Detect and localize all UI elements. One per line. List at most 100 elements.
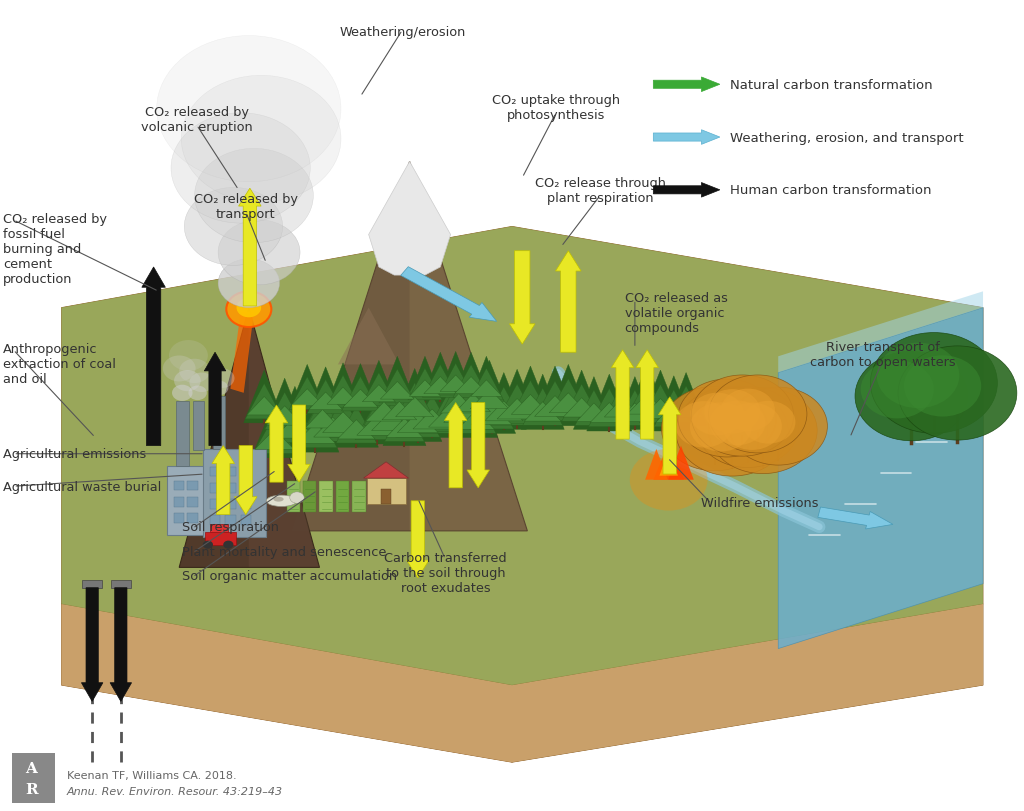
Polygon shape [61, 227, 983, 685]
Bar [241, 500, 251, 509]
FancyArrow shape [444, 403, 467, 488]
Polygon shape [392, 369, 437, 426]
FancyArrow shape [111, 588, 131, 702]
Polygon shape [327, 388, 359, 405]
Circle shape [226, 292, 271, 328]
Circle shape [172, 385, 193, 401]
Text: Annu. Rev. Environ. Resour. 43:219–43: Annu. Rev. Environ. Resour. 43:219–43 [67, 787, 283, 796]
Bar [225, 500, 236, 509]
Circle shape [662, 387, 768, 471]
Polygon shape [334, 393, 379, 448]
Polygon shape [439, 380, 478, 418]
Polygon shape [659, 450, 678, 476]
Polygon shape [370, 397, 413, 436]
Polygon shape [508, 367, 553, 423]
Polygon shape [383, 391, 426, 446]
Polygon shape [61, 227, 983, 685]
Polygon shape [421, 353, 460, 401]
Polygon shape [369, 383, 414, 440]
Circle shape [676, 387, 788, 477]
Polygon shape [274, 417, 315, 439]
Bar [241, 483, 251, 493]
Bar [336, 482, 349, 513]
Text: CO₂ uptake through
photosynthesis: CO₂ uptake through photosynthesis [492, 94, 621, 122]
Bar [210, 500, 220, 509]
Polygon shape [453, 367, 494, 420]
Bar [187, 497, 198, 507]
Bar [241, 516, 251, 526]
Polygon shape [263, 379, 306, 434]
Polygon shape [457, 397, 496, 434]
Polygon shape [230, 312, 254, 393]
Polygon shape [310, 389, 355, 446]
Text: Natural carbon transformation: Natural carbon transformation [730, 79, 933, 92]
Circle shape [210, 369, 234, 388]
Polygon shape [532, 381, 578, 422]
Polygon shape [535, 397, 575, 417]
Text: R: R [26, 782, 38, 796]
Bar [352, 482, 366, 513]
Polygon shape [589, 388, 630, 427]
Bar [111, 580, 131, 588]
Polygon shape [291, 389, 324, 406]
FancyArrow shape [204, 353, 225, 446]
Polygon shape [563, 398, 600, 418]
Polygon shape [365, 388, 403, 426]
Polygon shape [437, 352, 474, 399]
Text: River transport of
carbon to open waters: River transport of carbon to open waters [810, 341, 955, 369]
Bar [203, 449, 266, 537]
Polygon shape [377, 357, 418, 407]
Polygon shape [379, 375, 420, 428]
Polygon shape [244, 371, 285, 423]
Bar [213, 397, 225, 449]
Circle shape [189, 373, 214, 393]
Polygon shape [453, 365, 489, 398]
Polygon shape [577, 404, 611, 422]
Polygon shape [394, 384, 435, 422]
Text: Human carbon transformation: Human carbon transformation [730, 184, 932, 197]
Polygon shape [253, 415, 296, 454]
Polygon shape [412, 395, 453, 434]
Polygon shape [61, 604, 983, 762]
Circle shape [157, 36, 341, 182]
Bar [319, 482, 333, 513]
Polygon shape [456, 394, 490, 412]
Bar [210, 516, 220, 526]
Polygon shape [524, 402, 561, 422]
Polygon shape [379, 370, 416, 403]
Polygon shape [385, 405, 424, 442]
Polygon shape [669, 446, 694, 480]
Polygon shape [265, 393, 304, 430]
Text: Carbon transferred
to the soil through
root exudates: Carbon transferred to the soil through r… [384, 551, 507, 594]
Polygon shape [562, 384, 601, 422]
Polygon shape [645, 449, 668, 480]
Polygon shape [437, 367, 480, 422]
Bar [210, 483, 220, 493]
Polygon shape [467, 361, 512, 418]
Circle shape [855, 352, 968, 441]
Polygon shape [372, 411, 411, 431]
Polygon shape [393, 383, 442, 442]
Polygon shape [360, 373, 397, 406]
FancyArrow shape [467, 403, 489, 488]
Circle shape [696, 387, 799, 468]
Polygon shape [61, 604, 512, 762]
FancyArrow shape [653, 78, 720, 92]
Polygon shape [340, 364, 381, 415]
Polygon shape [321, 397, 366, 438]
Polygon shape [407, 357, 443, 404]
FancyArrow shape [288, 406, 310, 483]
Polygon shape [668, 386, 705, 422]
Polygon shape [305, 367, 346, 418]
Polygon shape [427, 393, 470, 432]
FancyArrow shape [556, 251, 582, 353]
FancyArrow shape [212, 446, 234, 515]
Polygon shape [408, 368, 442, 401]
Bar [225, 483, 236, 493]
Bar [82, 580, 102, 588]
Bar [187, 513, 198, 523]
Polygon shape [483, 388, 524, 426]
Polygon shape [471, 404, 512, 425]
Polygon shape [272, 402, 317, 443]
Polygon shape [468, 357, 505, 404]
